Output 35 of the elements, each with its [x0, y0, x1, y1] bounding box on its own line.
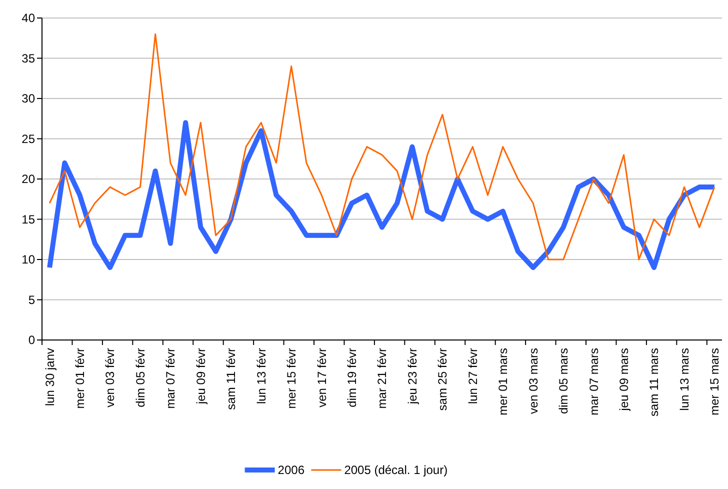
x-tick-label: sam 11 févr [224, 348, 238, 410]
x-tick-label: mer 15 févr [284, 348, 299, 409]
x-tick-label: ven 03 mars [526, 348, 540, 414]
x-tick-label: jeu 09 févr [194, 348, 208, 406]
x-tick-label: mar 21 févr [375, 348, 390, 409]
y-tick-label: 30 [22, 92, 36, 106]
x-tick-label: jeu 09 mars [616, 348, 631, 412]
x-tick-label: lun 27 févr [466, 348, 480, 404]
x-tick-label: mar 07 févr [164, 348, 178, 409]
x-tick-label: mer 15 mars [708, 348, 722, 416]
x-tick-label: mer 01 mars [496, 348, 510, 416]
y-tick-label: 35 [22, 51, 36, 66]
line-series [48, 33, 716, 260]
y-tick-label: 20 [22, 172, 36, 186]
y-tick-label: 0 [28, 333, 36, 348]
legend-label: 2005 (décal. 1 jour) [344, 463, 448, 478]
y-tick-label: 10 [22, 252, 36, 267]
x-tick-label: lun 30 janv [42, 348, 57, 406]
x-tick-label: lun 13 févr [254, 348, 268, 404]
legend-label: 2006 [278, 463, 305, 478]
y-tick-label: 15 [22, 212, 36, 226]
x-tick-label: dim 05 févr [133, 348, 148, 408]
x-tick-label: ven 17 févr [314, 348, 329, 408]
y-tick-label: 25 [22, 132, 36, 146]
x-tick-label: dim 05 mars [556, 348, 571, 414]
x-tick-label: mer 01 févr [72, 348, 87, 409]
y-tick-label: 40 [22, 11, 36, 26]
x-tick-label: sam 11 mars [647, 348, 662, 416]
x-tick-label: mar 07 mars [586, 348, 601, 416]
x-tick-label: sam 25 févr [436, 348, 450, 411]
x-tick-label: ven 03 févr [103, 348, 118, 408]
x-tick-label: dim 19 févr [344, 348, 359, 408]
x-tick-label: lun 13 mars [677, 348, 692, 411]
y-tick-label: 5 [28, 292, 36, 307]
x-tick-label: jeu 23 févr [405, 348, 420, 406]
